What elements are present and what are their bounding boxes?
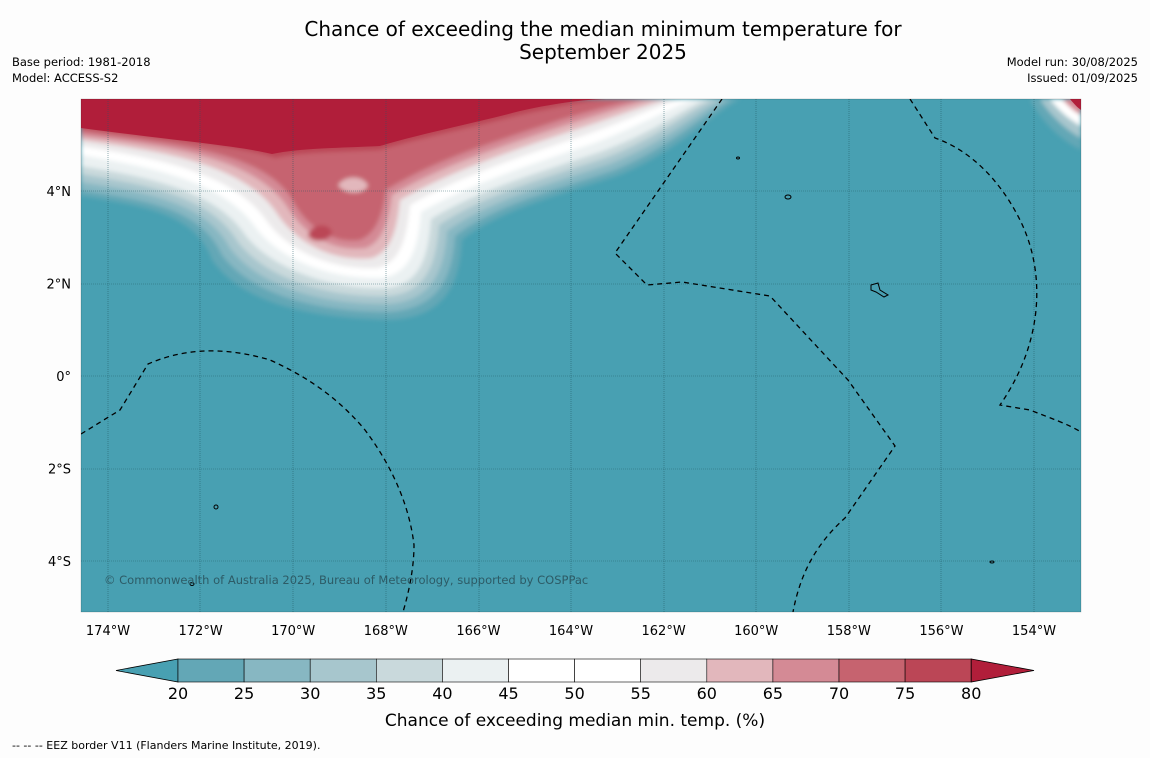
colorbar-tick-label: 40: [432, 684, 452, 703]
graticule: [81, 99, 1081, 612]
lat-tick-label: 4°S: [48, 555, 71, 570]
colorbar-segment: [574, 658, 641, 683]
colorbar-tick-label: 30: [300, 684, 320, 703]
map-title: Chance of exceeding the median minimum t…: [200, 18, 1006, 64]
lon-tick-label: 172°W: [179, 624, 223, 639]
model-text: Model: ACCESS-S2: [12, 71, 119, 85]
warm-extreme-region-east: [1070, 99, 1081, 110]
lat-tick-label: 2°S: [48, 463, 71, 478]
colorbar: 20 25 30 35 40 45 50 55 60 65 70 75 80: [115, 658, 1035, 703]
map-area: © Commonwealth of Australia 2025, Bureau…: [81, 99, 1081, 612]
colorbar-segment: [442, 658, 509, 683]
lon-tick-label: 160°W: [734, 624, 778, 639]
colorbar-tick-label: 65: [763, 684, 783, 703]
eez-legend-footnote: -- -- -- EEZ border V11 (Flanders Marine…: [12, 739, 321, 752]
colorbar-segment: [309, 658, 377, 683]
colorbar-segment: [640, 658, 708, 683]
meta-left: Base period: 1981-2018 Model: ACCESS-S2: [12, 54, 151, 86]
lat-tick-label: 4°N: [47, 185, 72, 200]
colorbar-segment: [508, 658, 575, 683]
colorbar-segment: [375, 658, 443, 683]
title-line-2: September 2025: [519, 40, 687, 64]
longitude-tick-labels: 174°W 172°W 170°W 168°W 166°W 164°W 162°W 160°W…: [86, 624, 1056, 639]
map-frame: [80, 98, 1082, 613]
colorbar-title: Chance of exceeding median min. temp. (%…: [385, 711, 765, 731]
colorbar-segment: [838, 658, 906, 683]
islands: [189, 156, 995, 586]
lon-tick-label: 164°W: [549, 624, 593, 639]
lat-tick-label: 2°N: [47, 278, 72, 293]
copyright-notice: © Commonwealth of Australia 2025, Bureau…: [104, 573, 588, 587]
colorbar-tick-label: 80: [961, 684, 981, 703]
lon-tick-label: 170°W: [271, 624, 315, 639]
colorbar-under-arrow: [115, 658, 179, 683]
colorbar-tick-label: 60: [697, 684, 717, 703]
colorbar-segment: [177, 658, 245, 683]
lon-tick-label: 158°W: [827, 624, 871, 639]
colorbar-tick-label: 70: [829, 684, 849, 703]
lon-tick-label: 166°W: [456, 624, 500, 639]
lon-tick-label: 162°W: [642, 624, 686, 639]
title-line-1: Chance of exceeding the median minimum t…: [304, 17, 902, 41]
lat-tick-label: 0°: [56, 370, 71, 385]
colorbar-tick-label: 20: [168, 684, 188, 703]
colorbar-tick-label: 55: [631, 684, 651, 703]
lon-tick-label: 156°W: [919, 624, 963, 639]
colorbar-segment: [904, 658, 972, 683]
issued-text: Issued: 01/09/2025: [1027, 71, 1138, 85]
meta-right: Model run: 30/08/2025 Issued: 01/09/2025: [1007, 54, 1138, 86]
colorbar-segment: [772, 658, 840, 683]
colorbar-tick-label: 25: [234, 684, 254, 703]
model-run-text: Model run: 30/08/2025: [1006, 55, 1138, 69]
colorbar-tick-label: 50: [564, 684, 584, 703]
lon-tick-label: 168°W: [364, 624, 408, 639]
colorbar-tick-label: 75: [895, 684, 915, 703]
colorbar-segment: [706, 658, 774, 683]
colorbar-tick-label: 35: [366, 684, 386, 703]
latitude-tick-labels: 4°N 2°N 0° 2°S 4°S: [47, 185, 72, 570]
colorbar-segment: [243, 658, 311, 683]
lon-tick-label: 174°W: [86, 624, 130, 639]
eez-borders: [81, 99, 1081, 612]
lon-tick-label: 154°W: [1012, 624, 1056, 639]
warm-extreme-region: [81, 99, 610, 154]
base-period-text: Base period: 1981-2018: [12, 55, 151, 69]
colorbar-tick-label: 45: [498, 684, 518, 703]
colorbar-over-arrow: [970, 658, 1035, 683]
